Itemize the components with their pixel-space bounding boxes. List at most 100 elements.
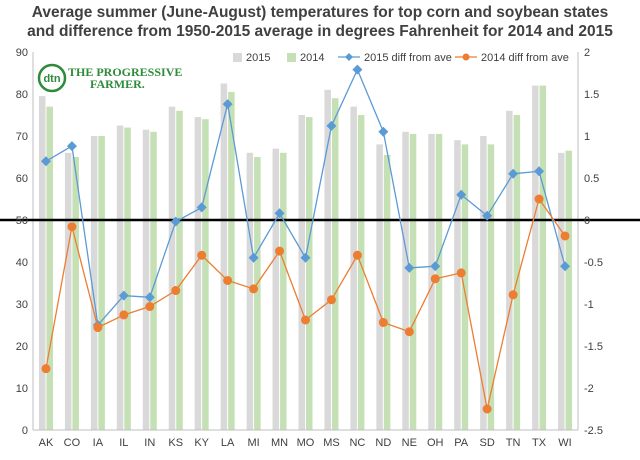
x-tick-WI: WI <box>558 437 571 449</box>
bar-2015-NC <box>350 106 357 430</box>
legend: 2015 2014 2015 diff from ave 2014 diff from… <box>233 52 569 64</box>
bar-2015-NE <box>402 131 409 431</box>
line-2015 diff from ave <box>45 68 566 327</box>
x-tick-MN: MN <box>271 437 288 449</box>
x-tick-KY: KY <box>194 437 209 449</box>
point-2014 diff from ave-KS <box>171 286 181 296</box>
point-2015 diff from ave-TN <box>508 168 519 179</box>
point-2014 diff from ave-IA <box>93 323 103 333</box>
bar-2015-CO <box>64 152 72 431</box>
right-tick--2.5: -2.5 <box>584 425 603 437</box>
right-tick--0.5: -0.5 <box>584 257 603 269</box>
x-axis-ticks: AK CO IA IL IN KS KY LA MI MN MO MS NC ND NE OH PA SD TN TX… <box>39 437 572 449</box>
logo-text-line-2: Farmer. <box>90 77 145 91</box>
point-2014 diff from ave-OH <box>430 274 440 284</box>
bar-2015-IL <box>116 125 124 430</box>
point-2015 diff from ave-OH <box>430 261 441 272</box>
right-tick-1.5: 1.5 <box>584 89 599 101</box>
right-axis-ticks: -2.5 -2 -1.5 -1 -0.5 0 0.5 1 1.5 2 <box>584 47 603 437</box>
point-2014 diff from ave-ND <box>378 317 388 327</box>
line-series-2015 diff from ave <box>40 64 571 330</box>
x-tick-MO: MO <box>297 437 315 449</box>
point-2015 diff from ave-MI <box>248 252 259 263</box>
bar-2015-IN <box>142 129 150 430</box>
bar-2014-KS <box>176 110 183 431</box>
x-tick-TX: TX <box>532 437 547 449</box>
x-tick-IL: IL <box>119 437 128 449</box>
progressive-farmer-logo: dtn The Progressive Farmer. <box>37 63 182 93</box>
point-2014 diff from ave-TN <box>508 290 518 300</box>
point-2014 diff from ave-AK <box>41 364 51 374</box>
bar-2014-SD <box>487 144 495 430</box>
point-2014 diff from ave-MI <box>249 284 259 294</box>
point-2014 diff from ave-MS <box>326 295 336 305</box>
point-2014 diff from ave-LA <box>223 275 233 285</box>
legend-label-2015: 2015 <box>246 52 270 64</box>
chart-title-line-1: Average summer (June-August) temperature… <box>31 4 609 21</box>
x-tick-KS: KS <box>168 437 183 449</box>
right-tick--1: -1 <box>584 299 594 311</box>
bar-2015-MI <box>246 152 254 431</box>
x-tick-IN: IN <box>144 437 155 449</box>
point-2015 diff from ave-AK <box>40 156 51 167</box>
bar-2015-MO <box>298 115 305 430</box>
point-2015 diff from ave-NE <box>404 262 415 273</box>
bar-2015-KY <box>194 117 202 430</box>
logo-circle <box>37 63 67 93</box>
point-2014 diff from ave-PA <box>456 268 466 278</box>
bar-series-2015 <box>38 83 565 431</box>
point-2014 diff from ave-NC <box>352 250 362 260</box>
bar-2014-IL <box>124 127 131 430</box>
left-tick-80: 80 <box>16 89 28 101</box>
point-2015 diff from ave-PA <box>456 189 467 200</box>
bar-2014-ND <box>383 154 391 430</box>
x-tick-NC: NC <box>349 437 365 449</box>
left-tick-50: 50 <box>16 215 28 227</box>
bar-2015-IA <box>90 136 98 430</box>
legend-label-2014 diff from ave: 2014 diff from ave <box>481 52 569 64</box>
bar-2014-PA <box>461 144 469 430</box>
legend-item-2014 diff from ave: 2014 diff from ave <box>455 52 569 64</box>
x-tick-PA: PA <box>454 437 469 449</box>
point-2014 diff from ave-KY <box>197 250 207 260</box>
point-2015 diff from ave-MO <box>300 252 311 263</box>
left-tick-10: 10 <box>16 383 28 395</box>
point-2014 diff from ave-CO <box>67 222 77 232</box>
point-2015 diff from ave-CO <box>66 141 77 152</box>
point-2014 diff from ave-TX <box>534 194 544 204</box>
line-series-2014 diff from ave <box>41 194 570 414</box>
logo-text-line-1: The Progressive <box>68 65 182 79</box>
bar-2014-LA <box>228 91 235 431</box>
bar-2014-IA <box>98 136 105 430</box>
legend-label-2015 diff from ave: 2015 diff from ave <box>364 52 452 64</box>
bar-2014-WI <box>565 150 573 430</box>
point-2015 diff from ave-MS <box>326 120 337 131</box>
x-tick-TN: TN <box>506 437 521 449</box>
bar-2015-MN <box>272 148 280 430</box>
bar-2014-IN <box>150 131 157 431</box>
point-2014 diff from ave-IN <box>145 302 155 312</box>
x-tick-CO: CO <box>64 437 81 449</box>
point-2015 diff from ave-WI <box>560 261 571 272</box>
point-2015 diff from ave-LA <box>222 99 233 110</box>
line-2014 diff from ave <box>45 197 566 410</box>
bar-2014-NE <box>409 133 417 430</box>
point-2014 diff from ave-SD <box>482 404 492 414</box>
bar-2015-WI <box>558 152 565 431</box>
legend-item-2014: 2014 <box>287 52 324 64</box>
bar-2014-OH <box>435 133 443 430</box>
point-2014 diff from ave-NE <box>404 327 414 337</box>
bar-2014-CO <box>72 157 79 430</box>
bar-2015-PA <box>454 140 461 430</box>
point-2015 diff from ave-KS <box>170 216 181 227</box>
legend-swatch-2014 <box>287 53 296 62</box>
bar-2014-TX <box>539 85 547 430</box>
chart-title: Average summer (June-August) temperature… <box>0 3 640 41</box>
right-tick--1.5: -1.5 <box>584 341 603 353</box>
bar-2015-KS <box>168 106 176 430</box>
bar-2015-TX <box>532 85 539 430</box>
bar-2015-OH <box>428 133 435 430</box>
left-tick-90: 90 <box>16 47 28 59</box>
left-tick-0: 0 <box>22 425 28 437</box>
bar-2014-MS <box>331 98 339 430</box>
